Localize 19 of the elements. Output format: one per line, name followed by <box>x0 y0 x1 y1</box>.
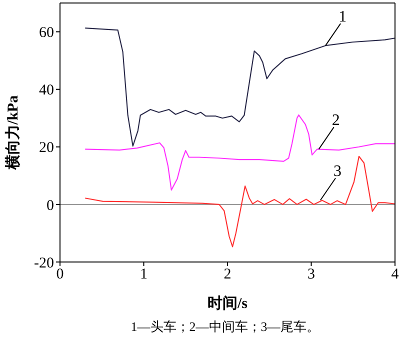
y-axis-title: 横向力/kPa <box>4 94 22 171</box>
x-tick-label: 1 <box>140 266 148 283</box>
x-tick-label: 0 <box>56 266 64 283</box>
y-tick-label: -20 <box>34 255 54 272</box>
line-series <box>84 27 395 147</box>
x-tick-label: 2 <box>224 266 232 283</box>
annotation: 1 <box>338 8 347 26</box>
y-tick-label: 20 <box>39 140 54 156</box>
x-axis-title: 时间/s <box>207 295 248 312</box>
y-tick-label: 60 <box>39 25 54 42</box>
line-series <box>84 114 395 191</box>
y-tick-label: 0 <box>46 198 54 214</box>
x-tick-label: 4 <box>391 266 400 283</box>
annotation: 2 <box>332 112 340 130</box>
annotation: 3 <box>334 163 342 180</box>
text: 1—头车；2—中间车；3—尾车。 <box>130 318 320 336</box>
x-tick-label: 3 <box>308 266 315 283</box>
y-tick-label: 40 <box>39 82 54 99</box>
line-series <box>84 156 395 248</box>
